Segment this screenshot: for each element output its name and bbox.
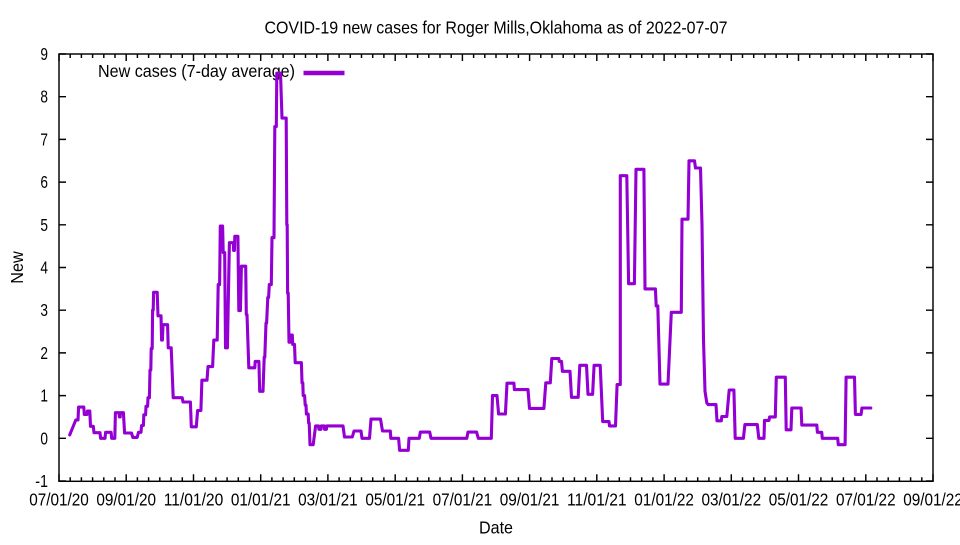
svg-text:New: New [7, 251, 27, 284]
svg-text:2: 2 [40, 343, 48, 363]
svg-text:9: 9 [40, 44, 48, 64]
svg-text:01/01/21: 01/01/21 [231, 490, 291, 510]
svg-text:0: 0 [40, 428, 48, 448]
svg-text:07/01/20: 07/01/20 [29, 490, 89, 510]
svg-text:1: 1 [40, 386, 48, 406]
svg-text:07/01/22: 07/01/22 [836, 490, 896, 510]
svg-text:COVID-19 new cases for Roger M: COVID-19 new cases for Roger Mills,Oklah… [265, 18, 728, 38]
svg-text:03/01/22: 03/01/22 [702, 490, 762, 510]
svg-text:New cases (7-day average): New cases (7-day average) [98, 61, 295, 81]
svg-text:09/01/20: 09/01/20 [96, 490, 156, 510]
svg-text:05/01/21: 05/01/21 [365, 490, 425, 510]
svg-text:3: 3 [40, 300, 48, 320]
svg-text:Date: Date [479, 518, 513, 538]
svg-text:01/01/22: 01/01/22 [634, 490, 694, 510]
svg-text:4: 4 [40, 258, 48, 278]
svg-text:07/01/21: 07/01/21 [433, 490, 493, 510]
svg-text:11/01/21: 11/01/21 [567, 490, 627, 510]
svg-text:03/01/21: 03/01/21 [298, 490, 358, 510]
svg-text:09/01/21: 09/01/21 [500, 490, 560, 510]
svg-text:7: 7 [40, 129, 48, 149]
svg-text:05/01/22: 05/01/22 [769, 490, 829, 510]
svg-text:6: 6 [40, 172, 48, 192]
svg-text:-1: -1 [35, 471, 48, 491]
svg-text:11/01/20: 11/01/20 [164, 490, 224, 510]
svg-text:8: 8 [40, 87, 48, 107]
svg-text:09/01/22: 09/01/22 [903, 490, 960, 510]
svg-text:5: 5 [40, 215, 48, 235]
